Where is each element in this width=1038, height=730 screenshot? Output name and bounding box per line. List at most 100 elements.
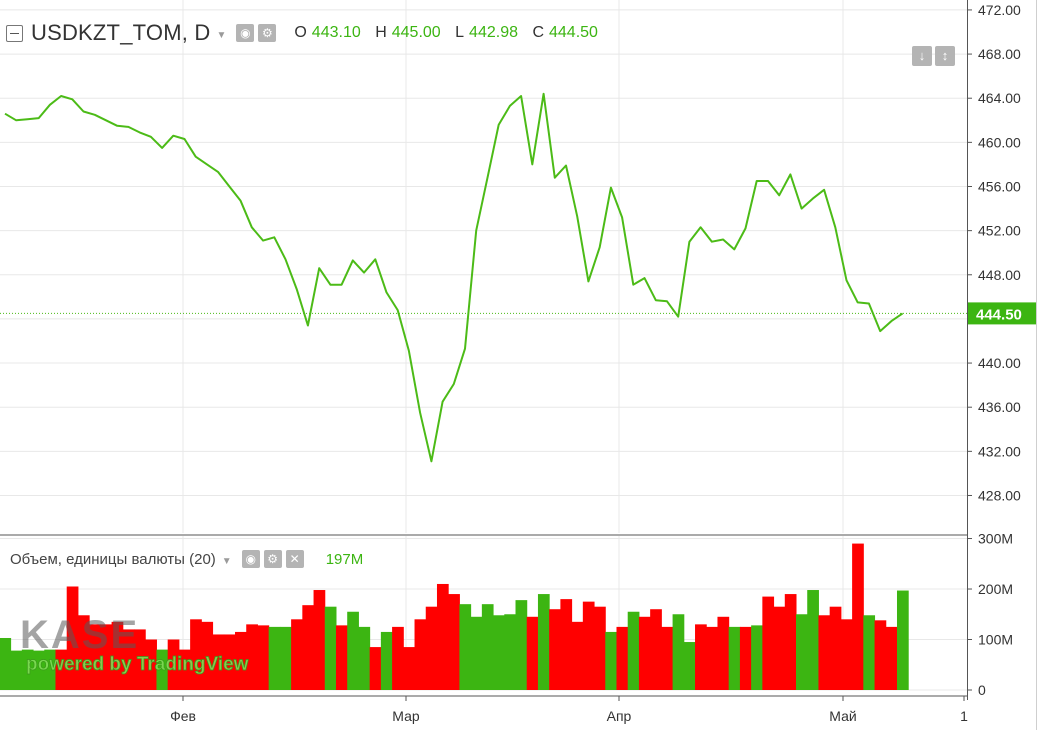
volume-bar: [885, 626, 898, 690]
volume-bar: [201, 621, 214, 690]
price-tick-label: 456.00: [978, 178, 1021, 194]
collapse-icon[interactable]: [6, 24, 23, 42]
volume-bar: [190, 619, 202, 690]
eye-icon[interactable]: ◉: [241, 550, 260, 568]
last-price-label: 444.50: [976, 306, 1022, 323]
volume-bar: [650, 609, 662, 690]
volume-bar: [896, 590, 909, 690]
volume-bar: [268, 626, 281, 690]
volume-bar: [706, 626, 718, 690]
volume-bar: [246, 624, 258, 690]
high-value: 445.00: [391, 24, 441, 41]
price-tick-label: 440.00: [978, 355, 1021, 371]
kase-watermark: KASE powered by TradingView: [20, 613, 249, 675]
volume-bar: [481, 604, 494, 690]
volume-bar: [44, 649, 56, 690]
low-value: 442.98: [469, 24, 518, 41]
open-label: O: [294, 24, 307, 41]
open-value: 443.10: [311, 24, 361, 41]
volume-bar: [728, 626, 741, 690]
time-tick-label: Май: [829, 708, 856, 724]
price-tick-label: 432.00: [978, 443, 1021, 459]
price-line: [4, 92, 904, 463]
volume-bar: [493, 615, 505, 690]
price-tick-label: 460.00: [978, 134, 1021, 150]
volume-bar: [695, 624, 707, 690]
price-tick-label: 452.00: [978, 223, 1021, 239]
time-tick-label: Апр: [607, 708, 632, 724]
volume-bar: [796, 614, 808, 690]
volume-bar: [852, 543, 864, 690]
volume-title[interactable]: Объем, единицы валюты (20): [10, 550, 216, 568]
gear-icon[interactable]: ⚙: [258, 24, 277, 42]
eye-icon[interactable]: ◉: [236, 24, 255, 42]
arrow-down-icon[interactable]: ↓: [912, 46, 932, 66]
volume-bar: [683, 642, 696, 690]
volume-bar: [661, 626, 674, 690]
price-tick-label: 464.00: [978, 90, 1021, 106]
price-tick-label: 472.00: [978, 2, 1021, 18]
volume-bar: [537, 594, 550, 690]
volume-bar: [560, 599, 573, 690]
volume-bar: [145, 639, 157, 690]
volume-bar: [212, 634, 225, 690]
volume-bar: [829, 606, 842, 690]
close-icon[interactable]: ✕: [285, 550, 304, 568]
volume-bar: [21, 649, 34, 690]
kase-logo-text: KASE: [20, 613, 139, 657]
volume-bar: [571, 621, 584, 690]
volume-bar: [111, 621, 124, 690]
volume-bar: [840, 619, 853, 690]
volume-tick-label: 300M: [978, 531, 1013, 547]
symbol-title[interactable]: USDKZT_TOM, D: [31, 20, 211, 45]
chevron-down-icon[interactable]: ▼: [216, 29, 227, 41]
volume-bar: [425, 606, 438, 690]
time-tick-label: Мар: [392, 708, 420, 724]
arrow-up-down-icon[interactable]: ↕: [935, 46, 955, 66]
price-tick-label: 468.00: [978, 46, 1021, 62]
volume-bar: [515, 600, 528, 690]
volume-bar: [784, 594, 797, 690]
volume-bar: [773, 606, 786, 690]
volume-bar: [751, 625, 763, 690]
volume-bar: [335, 625, 348, 690]
gear-icon[interactable]: ⚙: [263, 550, 282, 568]
volume-bar: [504, 614, 517, 690]
volume-bar: [526, 616, 539, 690]
axes[interactable]: 472.00 468.00 464.00 460.00 456.00 452.00 448.…: [170, 2, 1036, 724]
volume-bar: [89, 624, 101, 690]
volume-bar: [392, 626, 404, 690]
time-tick-label: Фев: [170, 708, 196, 724]
volume-tick-label: 0: [978, 682, 986, 698]
chevron-down-icon[interactable]: ▼: [221, 555, 232, 567]
volume-bar: [347, 611, 359, 690]
volume-bar: [100, 624, 113, 690]
volume-bar: [627, 611, 640, 690]
scale-buttons: ↓ ↕: [912, 46, 958, 66]
volume-bar: [436, 583, 449, 690]
volume-bar: [549, 609, 561, 690]
volume-bar: [302, 605, 315, 690]
time-tick-label: 1: [960, 708, 968, 724]
volume-bar: [33, 650, 45, 690]
close-value: 444.50: [549, 24, 598, 41]
volume-bar: [414, 619, 427, 690]
volume-tick-label: 100M: [978, 632, 1013, 648]
price-tick-label: 436.00: [978, 399, 1021, 415]
volume-bar: [324, 606, 337, 690]
volume-bar: [863, 615, 876, 690]
volume-bar: [762, 596, 775, 690]
volume-bar: [459, 604, 472, 690]
volume-bar: [291, 619, 303, 690]
volume-bar: [313, 590, 326, 690]
high-label: H: [375, 24, 387, 41]
volume-bar: [10, 650, 23, 690]
volume-bar: [134, 629, 146, 690]
ohlc-values: O 443.10 H 445.00 L 442.98 C 444.50: [294, 24, 608, 42]
volume-value: 197M: [325, 550, 364, 568]
volume-bar: [582, 601, 595, 690]
volume-bar: [178, 649, 191, 690]
volume-bar: [594, 606, 606, 690]
